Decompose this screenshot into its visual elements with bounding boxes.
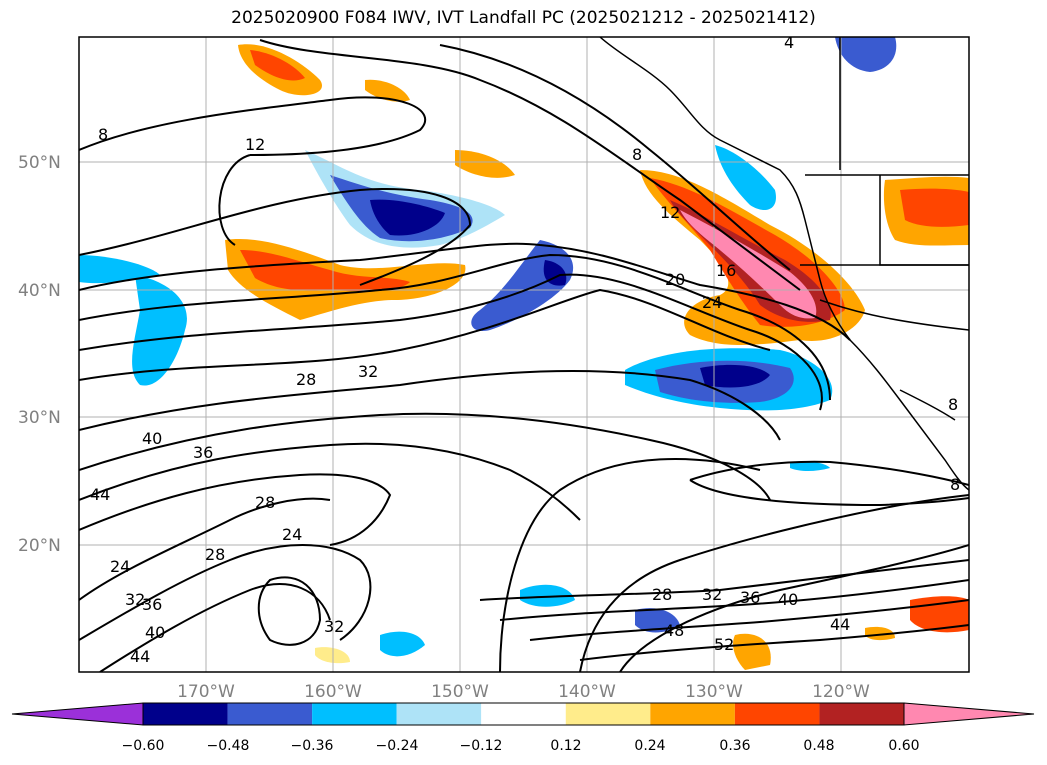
coastlines xyxy=(599,37,969,491)
colorbar-outline xyxy=(142,702,905,726)
negative-anomaly-region xyxy=(132,275,187,386)
lon-label: 140°W xyxy=(558,682,616,702)
anomaly-shading xyxy=(79,37,969,670)
contour-label: 8 xyxy=(948,395,958,414)
contour-label: 52 xyxy=(714,635,734,654)
colorbar-segment xyxy=(11,702,144,726)
colorbar-segment xyxy=(734,703,820,725)
contour-label: 8 xyxy=(632,145,642,164)
colorbar-tick-label: 0.12 xyxy=(550,738,581,754)
lon-label: 170°W xyxy=(177,682,235,702)
iwv-contours xyxy=(79,39,969,672)
contour-label: 12 xyxy=(660,203,680,222)
contour-label: 20 xyxy=(665,270,685,289)
colorbar-tick-label: −0.36 xyxy=(291,738,334,754)
colorbar-segment xyxy=(650,703,735,725)
contour-label: 8 xyxy=(950,475,960,494)
positive-anomaly-region xyxy=(365,79,410,102)
contour-label: 36 xyxy=(142,595,162,614)
colorbar-segment xyxy=(819,703,904,725)
colorbar-segment xyxy=(903,702,1035,726)
contour-label: 32 xyxy=(324,617,344,636)
lat-label: 20°N xyxy=(18,536,61,556)
colorbar-segment xyxy=(481,703,566,725)
contour-label: 28 xyxy=(296,370,316,389)
colorbar-segment xyxy=(312,703,397,725)
contour-label: 16 xyxy=(716,261,736,280)
colorbar xyxy=(11,702,1035,726)
negative-anomaly-region xyxy=(380,631,425,657)
lat-label: 50°N xyxy=(18,153,61,173)
negative-anomaly-region xyxy=(715,145,776,210)
map-area: 8 12 8 12 16 20 24 28 32 40 36 44 28 24 … xyxy=(78,33,970,673)
contour-label: 44 xyxy=(130,647,150,666)
contour-label: 44 xyxy=(90,485,110,504)
positive-anomaly-region xyxy=(455,150,515,178)
colorbar-tick-label: −0.12 xyxy=(460,738,503,754)
lat-label: 30°N xyxy=(18,408,61,428)
gridlines xyxy=(79,37,969,672)
contour-label: 28 xyxy=(652,585,672,604)
longitude-labels: 170°W 160°W 150°W 140°W 130°W 120°W xyxy=(177,682,870,702)
map-title: 2025020900 F084 IWV, IVT Landfall PC (20… xyxy=(231,8,816,28)
colorbar-tick-label: −0.60 xyxy=(122,738,165,754)
contour-label: 36 xyxy=(740,588,760,607)
contour-label: 32 xyxy=(358,362,378,381)
positive-anomaly-region xyxy=(240,250,410,292)
contour-label: 40 xyxy=(142,429,162,448)
contour-labels: 8 12 8 12 16 20 24 28 32 40 36 44 28 24 … xyxy=(90,33,960,666)
colorbar-tick-label: −0.48 xyxy=(207,738,250,754)
lon-label: 120°W xyxy=(812,682,870,702)
negative-anomaly-region xyxy=(520,584,575,607)
lon-label: 150°W xyxy=(431,682,489,702)
colorbar-tick-label: 0.48 xyxy=(803,738,834,754)
colorbar-segment xyxy=(565,703,651,725)
contour-label: 44 xyxy=(830,615,850,634)
colorbar-tick-label: 0.24 xyxy=(634,738,665,754)
positive-anomaly-region xyxy=(250,50,305,81)
lat-label: 40°N xyxy=(18,281,61,301)
negative-anomaly-region xyxy=(635,608,680,633)
contour-label: 40 xyxy=(145,623,165,642)
lon-label: 160°W xyxy=(304,682,362,702)
negative-anomaly-region xyxy=(700,364,770,388)
positive-anomaly-region xyxy=(865,626,895,641)
colorbar-tick-labels: −0.60 −0.48 −0.36 −0.24 −0.12 0.12 0.24 … xyxy=(122,738,920,754)
negative-anomaly-region xyxy=(835,37,897,72)
negative-anomaly-region xyxy=(370,199,445,236)
contour-label: 48 xyxy=(664,621,684,640)
contour-label: 12 xyxy=(245,135,265,154)
contour-label: 40 xyxy=(778,590,798,609)
colorbar-tick-label: 0.60 xyxy=(888,738,919,754)
colorbar-segment xyxy=(143,703,228,725)
latitude-labels: 50°N 40°N 30°N 20°N xyxy=(18,153,61,556)
contour-label: 8 xyxy=(98,125,108,144)
contour-label: 24 xyxy=(702,293,722,312)
positive-anomaly-region xyxy=(900,188,969,227)
colorbar-tick-label: −0.24 xyxy=(376,738,419,754)
contour-label: 32 xyxy=(125,590,145,609)
contour-label: 24 xyxy=(110,557,130,576)
contour-label: 28 xyxy=(205,545,225,564)
colorbar-segment xyxy=(227,703,313,725)
colorbar-segment xyxy=(396,703,482,725)
contour-label: 32 xyxy=(702,585,722,604)
lon-label: 130°W xyxy=(685,682,743,702)
colorbar-tick-label: 0.36 xyxy=(719,738,750,754)
contour-label: 24 xyxy=(282,525,302,544)
contour-label: 36 xyxy=(193,443,213,462)
negative-anomaly-region xyxy=(790,461,830,471)
map-frame xyxy=(78,36,970,673)
contour-label: 28 xyxy=(255,493,275,512)
contour-label: 4 xyxy=(784,33,794,52)
